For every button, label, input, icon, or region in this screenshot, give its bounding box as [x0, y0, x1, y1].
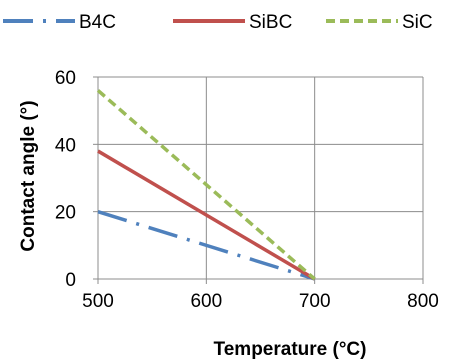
series-line-b4c	[97, 209, 316, 281]
x-tick-label-800: 800	[407, 291, 439, 312]
series-line-sic	[96, 89, 316, 281]
legend: B4C SiBC SiC	[3, 12, 433, 33]
y-tick-label-40: 40	[55, 135, 76, 156]
y-tick-label-60: 60	[55, 68, 76, 89]
y-axis-title: Contact angle (°)	[18, 100, 39, 251]
axis-ticks: 500 600 700 800 0 20 40 60	[55, 68, 439, 312]
series-lines	[96, 89, 316, 281]
legend-label-sic: SiC	[402, 12, 433, 33]
y-tick-label-20: 20	[55, 203, 76, 224]
x-axis-title: Temperature (°C)	[214, 339, 367, 360]
x-tick-label-700: 700	[299, 291, 331, 312]
plot-grid	[93, 76, 424, 284]
y-tick-label-0: 0	[65, 270, 76, 291]
legend-label-sibc: SiBC	[249, 12, 292, 33]
series-line-sibc	[97, 149, 316, 281]
x-tick-label-500: 500	[82, 291, 114, 312]
x-tick-label-600: 600	[190, 291, 222, 312]
legend-label-b4c: B4C	[79, 12, 116, 33]
